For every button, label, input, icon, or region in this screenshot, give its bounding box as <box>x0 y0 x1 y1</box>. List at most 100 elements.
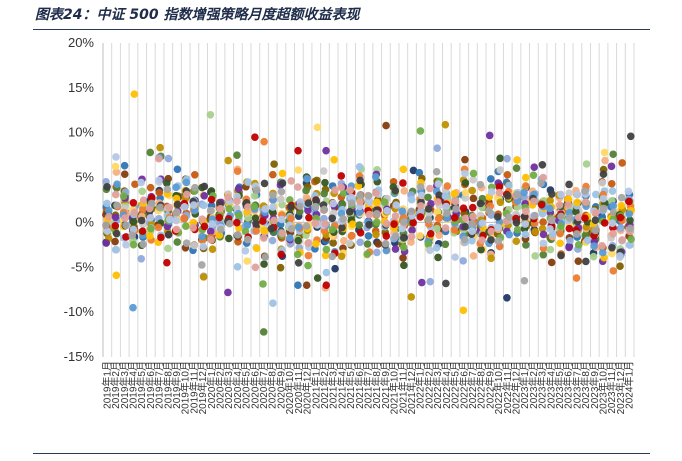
data-point <box>339 189 348 197</box>
data-point <box>244 178 252 186</box>
data-point <box>546 204 554 213</box>
data-point <box>512 218 521 227</box>
data-point <box>566 236 574 245</box>
data-point <box>625 197 633 206</box>
data-point <box>102 239 111 247</box>
data-point <box>128 231 137 240</box>
data-point <box>320 189 328 198</box>
x-tick-label: 2019年11月 <box>187 361 200 414</box>
data-point <box>432 167 441 176</box>
data-point <box>557 212 565 221</box>
data-point <box>313 274 322 282</box>
data-point <box>138 187 147 196</box>
data-point <box>538 210 547 218</box>
data-point <box>287 203 295 212</box>
data-point <box>617 193 626 202</box>
data-point <box>346 186 354 195</box>
x-tick-label: 2019年10月 <box>179 361 192 414</box>
data-point <box>233 151 241 159</box>
data-point <box>407 207 416 216</box>
data-point <box>399 234 408 242</box>
data-point <box>417 278 426 287</box>
data-point <box>582 257 590 266</box>
data-point <box>154 223 163 232</box>
data-point <box>251 214 260 223</box>
data-point <box>443 182 452 190</box>
data-point <box>233 197 241 205</box>
data-point <box>129 198 138 207</box>
data-point <box>355 208 364 217</box>
data-point <box>522 207 530 216</box>
data-point <box>565 180 573 189</box>
data-point <box>400 261 408 270</box>
data-point <box>287 225 296 233</box>
data-point <box>348 220 357 229</box>
data-point <box>461 169 469 178</box>
data-point <box>424 215 433 224</box>
data-point <box>574 213 583 222</box>
data-point <box>451 197 460 206</box>
data-point <box>399 179 407 187</box>
data-point <box>243 221 252 230</box>
data-point <box>592 209 600 217</box>
data-point <box>572 207 580 216</box>
x-tick-label: 2020年7月 <box>257 361 270 409</box>
data-point <box>130 208 139 217</box>
x-tick-label: 2019年3月 <box>118 361 131 409</box>
data-point <box>252 186 261 195</box>
x-tick-label: 2022年9月 <box>483 361 496 409</box>
data-point <box>189 223 198 232</box>
data-point <box>137 178 145 187</box>
x-tick-label: 2023年10月 <box>597 361 610 414</box>
data-point <box>278 229 286 238</box>
data-point <box>487 254 495 263</box>
data-point <box>505 181 513 190</box>
data-point <box>104 206 113 215</box>
data-point <box>599 194 608 203</box>
data-point <box>531 228 540 236</box>
data-point <box>304 261 312 270</box>
data-points <box>102 90 635 336</box>
data-point <box>372 230 380 239</box>
data-point <box>345 208 354 216</box>
data-point <box>416 232 424 240</box>
data-point <box>199 201 208 210</box>
data-point <box>557 251 565 260</box>
data-point <box>627 235 635 244</box>
data-point <box>155 176 163 185</box>
data-point <box>250 202 258 211</box>
data-point <box>485 131 494 140</box>
data-point <box>564 201 573 209</box>
data-point <box>294 236 303 245</box>
data-point <box>442 279 450 288</box>
data-point <box>224 193 232 201</box>
data-point <box>598 179 607 187</box>
data-point <box>616 213 625 222</box>
x-tick-label: 2019年9月 <box>170 361 183 409</box>
x-tick-label: 2019年8月 <box>161 361 174 409</box>
data-point <box>121 214 129 222</box>
data-point <box>476 199 485 208</box>
data-point <box>547 258 556 267</box>
data-point <box>531 252 539 260</box>
x-tick-label: 2021年6月 <box>353 361 366 409</box>
data-point <box>424 240 433 249</box>
data-point <box>208 245 217 254</box>
data-point <box>165 203 174 212</box>
data-point <box>400 218 408 226</box>
data-point <box>182 178 191 187</box>
x-axis: 2019年1月2019年2月2019年3月2019年4月2019年5月2019年… <box>100 361 635 414</box>
data-point <box>269 203 277 211</box>
data-point <box>503 293 511 302</box>
data-point <box>537 200 546 209</box>
data-point <box>155 154 163 163</box>
x-tick-label: 2021年10月 <box>388 361 401 414</box>
data-point <box>356 197 364 206</box>
data-point <box>338 200 347 209</box>
data-point <box>347 193 355 202</box>
data-point <box>513 190 521 199</box>
data-point <box>373 218 381 227</box>
data-point <box>146 183 155 192</box>
data-point <box>565 209 574 217</box>
data-point <box>373 248 381 257</box>
